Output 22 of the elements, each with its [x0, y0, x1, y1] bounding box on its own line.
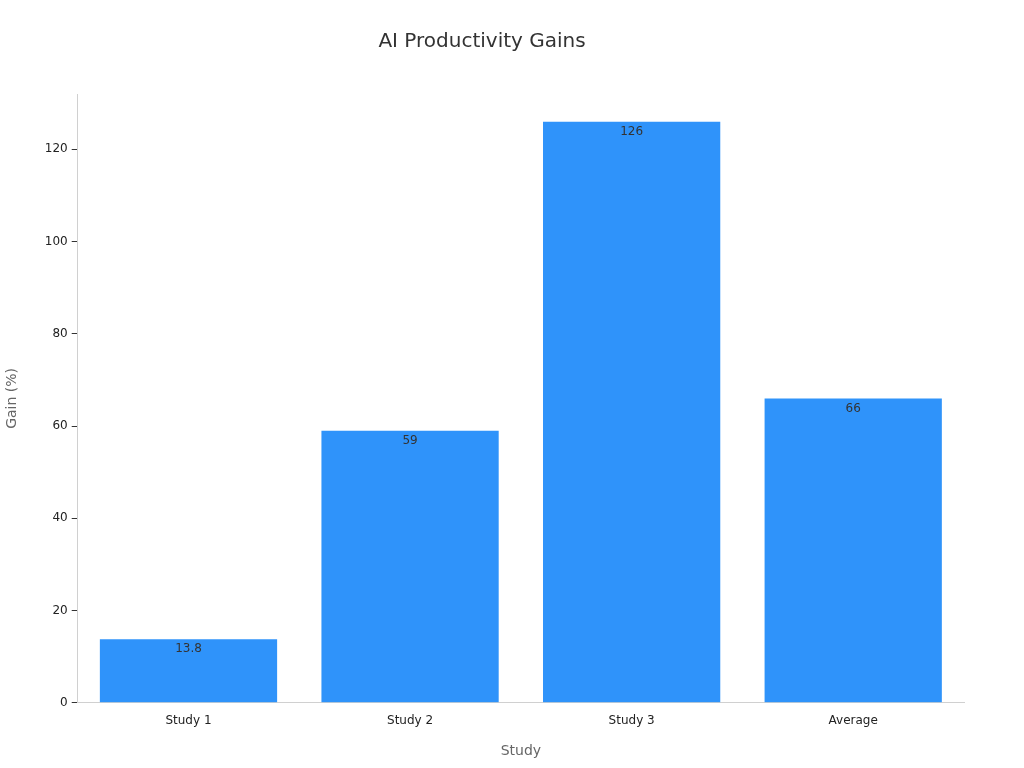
x-tick-label: Average [828, 713, 878, 728]
y-tick-label: 60 [52, 418, 68, 433]
y-tick-label: 20 [52, 602, 68, 617]
bar [764, 398, 942, 703]
x-tick-label: Study 1 [165, 713, 212, 728]
x-tick-label: Study 3 [608, 713, 655, 728]
y-tick-label: 120 [44, 141, 68, 156]
x-axis-title: Study [500, 742, 542, 759]
data-label: 126 [620, 123, 644, 138]
y-tick-label: 40 [52, 510, 68, 525]
y-tick-label: 100 [44, 233, 68, 248]
y-tick-label: 0 [60, 694, 68, 709]
data-label: 66 [845, 400, 861, 415]
x-tick-label: Study 2 [387, 713, 434, 728]
bar [99, 639, 278, 703]
data-label: 59 [402, 432, 418, 447]
y-axis-title: Gain (%) [3, 367, 20, 429]
bar [543, 121, 721, 703]
chart-title: AI Productivity Gains [378, 28, 586, 53]
bar [321, 430, 499, 703]
y-tick-label: 80 [52, 325, 68, 340]
data-label: 13.8 [175, 641, 202, 656]
